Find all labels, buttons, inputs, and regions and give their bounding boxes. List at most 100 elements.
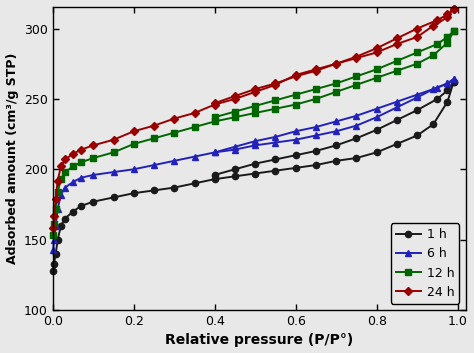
- 6 h: [91, 173, 96, 177]
- 6 h: [414, 95, 420, 100]
- 24 h: [191, 111, 197, 115]
- 12 h: [354, 83, 359, 87]
- X-axis label: Relative pressure (P/P°): Relative pressure (P/P°): [165, 334, 354, 347]
- 1 h: [191, 181, 197, 185]
- 12 h: [172, 131, 177, 135]
- 1 h: [131, 191, 137, 195]
- 1 h: [212, 177, 218, 181]
- 24 h: [445, 15, 450, 19]
- 1 h: [151, 188, 157, 192]
- 12 h: [313, 97, 319, 101]
- 12 h: [111, 150, 117, 155]
- 1 h: [58, 223, 64, 228]
- 6 h: [354, 124, 359, 128]
- 6 h: [232, 148, 238, 152]
- 1 h: [394, 142, 400, 146]
- 24 h: [212, 102, 218, 107]
- 1 h: [445, 100, 450, 104]
- 6 h: [58, 192, 64, 197]
- 12 h: [445, 41, 450, 45]
- 6 h: [430, 87, 436, 91]
- 12 h: [131, 142, 137, 146]
- 6 h: [62, 185, 68, 190]
- 6 h: [51, 238, 57, 242]
- 12 h: [70, 164, 76, 169]
- 24 h: [232, 97, 238, 101]
- 6 h: [394, 105, 400, 109]
- 1 h: [313, 163, 319, 167]
- 1 h: [354, 156, 359, 160]
- 12 h: [232, 115, 238, 119]
- 1 h: [50, 269, 56, 273]
- 12 h: [151, 136, 157, 140]
- 1 h: [333, 159, 339, 163]
- 6 h: [151, 163, 157, 167]
- 1 h: [374, 150, 380, 155]
- 12 h: [50, 233, 56, 238]
- 1 h: [70, 209, 76, 214]
- 24 h: [51, 214, 57, 218]
- 12 h: [51, 222, 57, 226]
- Line: 1 h: 1 h: [50, 79, 456, 274]
- 6 h: [55, 207, 61, 211]
- 24 h: [50, 226, 56, 231]
- 1 h: [430, 122, 436, 126]
- 12 h: [252, 111, 258, 115]
- 24 h: [414, 35, 420, 39]
- 24 h: [58, 164, 64, 169]
- 24 h: [252, 90, 258, 94]
- 24 h: [273, 83, 278, 87]
- 12 h: [78, 160, 84, 164]
- 12 h: [374, 76, 380, 80]
- 24 h: [313, 67, 319, 71]
- Line: 6 h: 6 h: [50, 76, 456, 253]
- 1 h: [55, 238, 61, 242]
- 6 h: [451, 77, 456, 81]
- Y-axis label: Adsorbed amount (cm³/g STP): Adsorbed amount (cm³/g STP): [6, 53, 18, 264]
- 1 h: [273, 169, 278, 173]
- 6 h: [445, 81, 450, 85]
- 12 h: [333, 90, 339, 94]
- 24 h: [53, 197, 58, 201]
- 24 h: [172, 116, 177, 121]
- 24 h: [354, 56, 359, 60]
- 12 h: [394, 68, 400, 73]
- 24 h: [151, 124, 157, 128]
- 24 h: [293, 73, 299, 77]
- 6 h: [374, 115, 380, 119]
- 24 h: [374, 50, 380, 55]
- 1 h: [78, 204, 84, 208]
- 12 h: [58, 177, 64, 181]
- 6 h: [50, 247, 56, 252]
- 1 h: [293, 166, 299, 170]
- 24 h: [111, 138, 117, 142]
- 1 h: [414, 133, 420, 138]
- 1 h: [252, 172, 258, 176]
- 24 h: [451, 7, 456, 11]
- 24 h: [430, 24, 436, 28]
- 24 h: [394, 42, 400, 46]
- 24 h: [91, 143, 96, 148]
- 6 h: [78, 175, 84, 180]
- 24 h: [78, 148, 84, 152]
- 1 h: [111, 195, 117, 199]
- 24 h: [333, 61, 339, 66]
- 1 h: [232, 174, 238, 178]
- 12 h: [451, 29, 456, 34]
- 6 h: [53, 223, 58, 228]
- 6 h: [131, 167, 137, 172]
- Legend: 1 h, 6 h, 12 h, 24 h: 1 h, 6 h, 12 h, 24 h: [391, 223, 459, 304]
- 24 h: [62, 157, 68, 162]
- 6 h: [293, 138, 299, 142]
- 12 h: [212, 119, 218, 124]
- 12 h: [53, 207, 58, 211]
- Line: 24 h: 24 h: [50, 6, 456, 232]
- 6 h: [333, 129, 339, 133]
- 12 h: [62, 170, 68, 174]
- 24 h: [55, 178, 61, 183]
- 12 h: [191, 125, 197, 129]
- 1 h: [172, 185, 177, 190]
- 1 h: [451, 80, 456, 84]
- 12 h: [91, 156, 96, 160]
- 24 h: [131, 129, 137, 133]
